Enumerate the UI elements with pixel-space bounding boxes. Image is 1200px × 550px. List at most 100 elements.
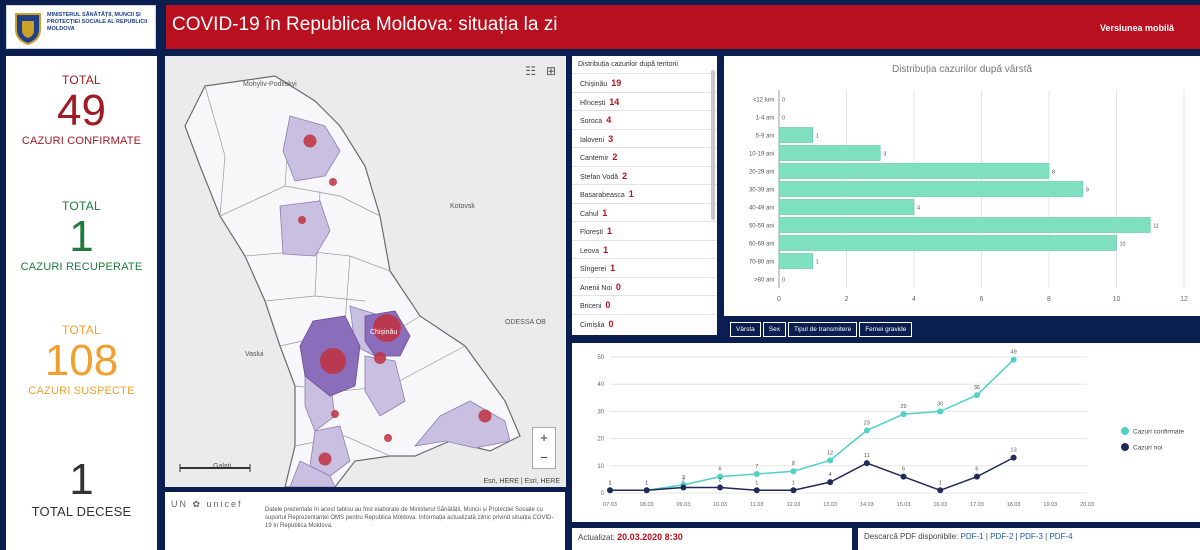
- age-bar[interactable]: [778, 217, 1151, 233]
- age-bar-value: 0: [782, 98, 785, 104]
- marker-ialoveni[interactable]: [374, 352, 386, 364]
- district-row[interactable]: Cimișlia 0: [572, 313, 717, 333]
- district-row[interactable]: Sîngerei 1: [572, 258, 717, 277]
- timeline-point[interactable]: [973, 473, 980, 480]
- marker-hincesti[interactable]: [320, 348, 346, 374]
- district-row[interactable]: Cahul 1: [572, 202, 717, 222]
- district-row[interactable]: Ștefan Vodă 2: [572, 165, 717, 185]
- pdf-link-1[interactable]: PDF-1: [960, 532, 984, 541]
- timeline-y-tick: 20: [597, 437, 604, 443]
- age-bar[interactable]: [778, 181, 1084, 197]
- district-row[interactable]: Basarabeasca 1: [572, 184, 717, 203]
- timeline-point[interactable]: [753, 487, 760, 494]
- list-view-icon[interactable]: ☷: [525, 64, 536, 78]
- updated-value: 20.03.2020 8:30: [617, 532, 683, 542]
- timeline-y-tick: 10: [597, 464, 604, 470]
- timeline-point-label: 1: [608, 480, 611, 486]
- timeline-point[interactable]: [863, 460, 870, 467]
- timeline-x-tick: 07.03: [603, 502, 617, 508]
- timeline-point[interactable]: [607, 487, 613, 494]
- timeline-y-tick: 0: [601, 491, 605, 497]
- country-shape: [184, 75, 521, 487]
- district-row[interactable]: Florești 1: [572, 221, 717, 240]
- pdf-link-2[interactable]: PDF-2: [990, 532, 1014, 541]
- pdf-link-3[interactable]: PDF-3: [1019, 532, 1043, 541]
- pdf-link-4[interactable]: PDF-4: [1049, 532, 1073, 541]
- district-scrollbar[interactable]: [711, 70, 715, 220]
- district-count: 0: [605, 300, 611, 310]
- district-row[interactable]: Chișinău 19: [572, 73, 717, 92]
- district-row[interactable]: Soroca 4: [572, 110, 717, 129]
- tab-sex[interactable]: Sex: [762, 322, 786, 337]
- timeline-point-label: 6: [902, 467, 905, 473]
- map-canvas[interactable]: Mohyliv-Podilskyi Kotovsk ODESSA OB Vasl…: [165, 56, 566, 487]
- case-markers[interactable]: [298, 134, 492, 466]
- timeline-point-label: 49: [1011, 350, 1017, 356]
- age-bar[interactable]: [778, 163, 1050, 179]
- legend-marker[interactable]: [1121, 443, 1129, 451]
- district-row[interactable]: Anenii Noi 0: [572, 276, 717, 296]
- marker-basarabeasca[interactable]: [331, 410, 339, 418]
- age-category-label: >80 ani: [754, 278, 774, 284]
- timeline-x-tick: 13.03: [823, 502, 837, 508]
- timeline-point[interactable]: [1010, 356, 1017, 363]
- age-bar[interactable]: [778, 145, 881, 161]
- age-bar[interactable]: [778, 253, 814, 269]
- age-x-tick: 12: [1180, 296, 1188, 303]
- age-bar[interactable]: [778, 127, 814, 143]
- timeline-point[interactable]: [937, 408, 944, 415]
- marker-singerei[interactable]: [329, 178, 337, 186]
- moldova-map[interactable]: Mohyliv-Podilskyi Kotovsk ODESSA OB Vasl…: [165, 56, 566, 487]
- timeline-point[interactable]: [643, 487, 650, 494]
- zoom-in-button[interactable]: +: [540, 430, 548, 445]
- age-bar-value: 8: [1052, 170, 1055, 176]
- timeline-point[interactable]: [900, 473, 907, 480]
- label-vaslui: Vaslui: [245, 351, 264, 358]
- timeline-point[interactable]: [827, 457, 834, 464]
- zoom-control[interactable]: + −: [532, 427, 556, 469]
- ministry-logo[interactable]: MINISTERUL SĂNĂTĂȚII, MUNCII ȘI PROTECȚI…: [6, 5, 156, 49]
- timeline-point[interactable]: [717, 484, 724, 491]
- legend-marker[interactable]: [1121, 427, 1129, 435]
- timeline-point[interactable]: [1010, 454, 1017, 461]
- timeline-point[interactable]: [753, 470, 760, 477]
- age-category-label: 10-19 ani: [749, 152, 774, 158]
- timeline-x-tick: 10.03: [713, 502, 727, 508]
- district-row[interactable]: Hîncești 14: [572, 91, 717, 111]
- district-row[interactable]: Leova 1: [572, 239, 717, 259]
- timeline-point[interactable]: [937, 487, 944, 494]
- timeline-point[interactable]: [790, 468, 797, 475]
- tab-transmission[interactable]: Tipul de transmitere: [788, 322, 858, 337]
- timeline-point[interactable]: [863, 427, 870, 434]
- mobile-version-link[interactable]: Versiunea mobilă: [1099, 23, 1174, 33]
- marker-soroca[interactable]: [303, 134, 317, 148]
- pdf-label: Descarcă PDF disponibile:: [864, 532, 959, 541]
- marker-floresti[interactable]: [298, 216, 306, 224]
- district-list[interactable]: Chișinău 19 Hîncești 14 Soroca 4 Ialoveni 3 Cant…: [572, 73, 717, 332]
- timeline-point[interactable]: [680, 484, 687, 491]
- pdf-downloads: Descarcă PDF disponibile: PDF-1 | PDF-2 …: [858, 528, 1200, 550]
- timeline-point[interactable]: [717, 473, 724, 480]
- timeline-point[interactable]: [790, 487, 797, 494]
- timeline-point[interactable]: [900, 411, 907, 418]
- age-bar[interactable]: [778, 235, 1117, 251]
- tab-age[interactable]: Vârsta: [730, 322, 761, 337]
- zoom-out-button[interactable]: −: [540, 450, 548, 465]
- age-bar-value: 9: [1086, 188, 1089, 194]
- watermark-logo: NAȚIONAL: [6, 514, 140, 539]
- tab-pregnant[interactable]: Femei gravide: [859, 322, 913, 337]
- timeline-point[interactable]: [827, 479, 834, 486]
- district-row[interactable]: Ialoveni 3: [572, 128, 717, 148]
- grid-view-icon[interactable]: ⊞: [545, 64, 556, 78]
- marker-leova[interactable]: [384, 434, 392, 442]
- district-row[interactable]: Cantemir 2: [572, 147, 717, 166]
- marker-cantemir[interactable]: [318, 452, 332, 466]
- marker-chisinau[interactable]: [373, 314, 401, 342]
- label-odessa: ODESSA OB: [505, 319, 546, 326]
- age-bar-value: 1: [816, 260, 819, 266]
- timeline-point[interactable]: [973, 392, 980, 399]
- district-row[interactable]: Briceni 0: [572, 295, 717, 314]
- marker-stefan-voda[interactable]: [478, 409, 492, 423]
- age-x-tick: 4: [912, 296, 916, 303]
- age-bar[interactable]: [778, 199, 915, 215]
